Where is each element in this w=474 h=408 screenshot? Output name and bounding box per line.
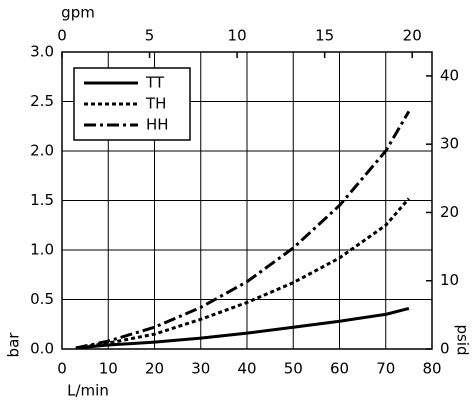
y-tick-label: 1.5 [30,191,54,209]
y2-axis-label: psid [454,324,472,355]
y-tick-label: 2.5 [30,92,54,110]
x2-tick-label: 5 [145,27,155,45]
y-tick-label: 2.0 [30,142,54,160]
y-tick-label: 0.0 [30,340,54,358]
series-line [75,306,410,350]
y-tick-label: 3.0 [30,43,54,61]
legend-box [73,67,191,141]
x-axis-label: L/min [67,382,109,400]
x2-axis-label: gpm [61,4,95,22]
y-tick-label: 0.5 [30,290,54,308]
x-tick-label: 0 [57,360,67,378]
legend-label: TH [145,95,166,113]
x-tick-label: 60 [330,360,349,378]
x2-tick-label: 20 [403,27,422,45]
y2-tick-label: 30 [440,135,459,153]
x-tick-label: 20 [145,360,164,378]
y2-tick-label: 10 [440,271,459,289]
x2-tick-label: 0 [57,27,67,45]
x-tick-label: 10 [99,360,118,378]
y-axis-label: bar [5,332,23,358]
plot-frame [61,51,433,350]
x2-tick-label: 10 [228,27,247,45]
series-line [75,197,411,350]
series-line [75,110,411,350]
x-tick-label: 30 [191,360,210,378]
y2-tick-label: 0 [440,340,450,358]
legend-label: TT [145,74,165,92]
x-tick-label: 70 [376,360,395,378]
legend-label: HH [146,116,169,134]
x-tick-label: 80 [422,360,441,378]
y2-tick-label: 20 [440,203,459,221]
y-tick-label: 1.0 [30,241,54,259]
y2-tick-label: 40 [440,66,459,84]
x-tick-label: 40 [237,360,256,378]
x2-tick-label: 15 [315,27,334,45]
x-tick-label: 50 [284,360,303,378]
